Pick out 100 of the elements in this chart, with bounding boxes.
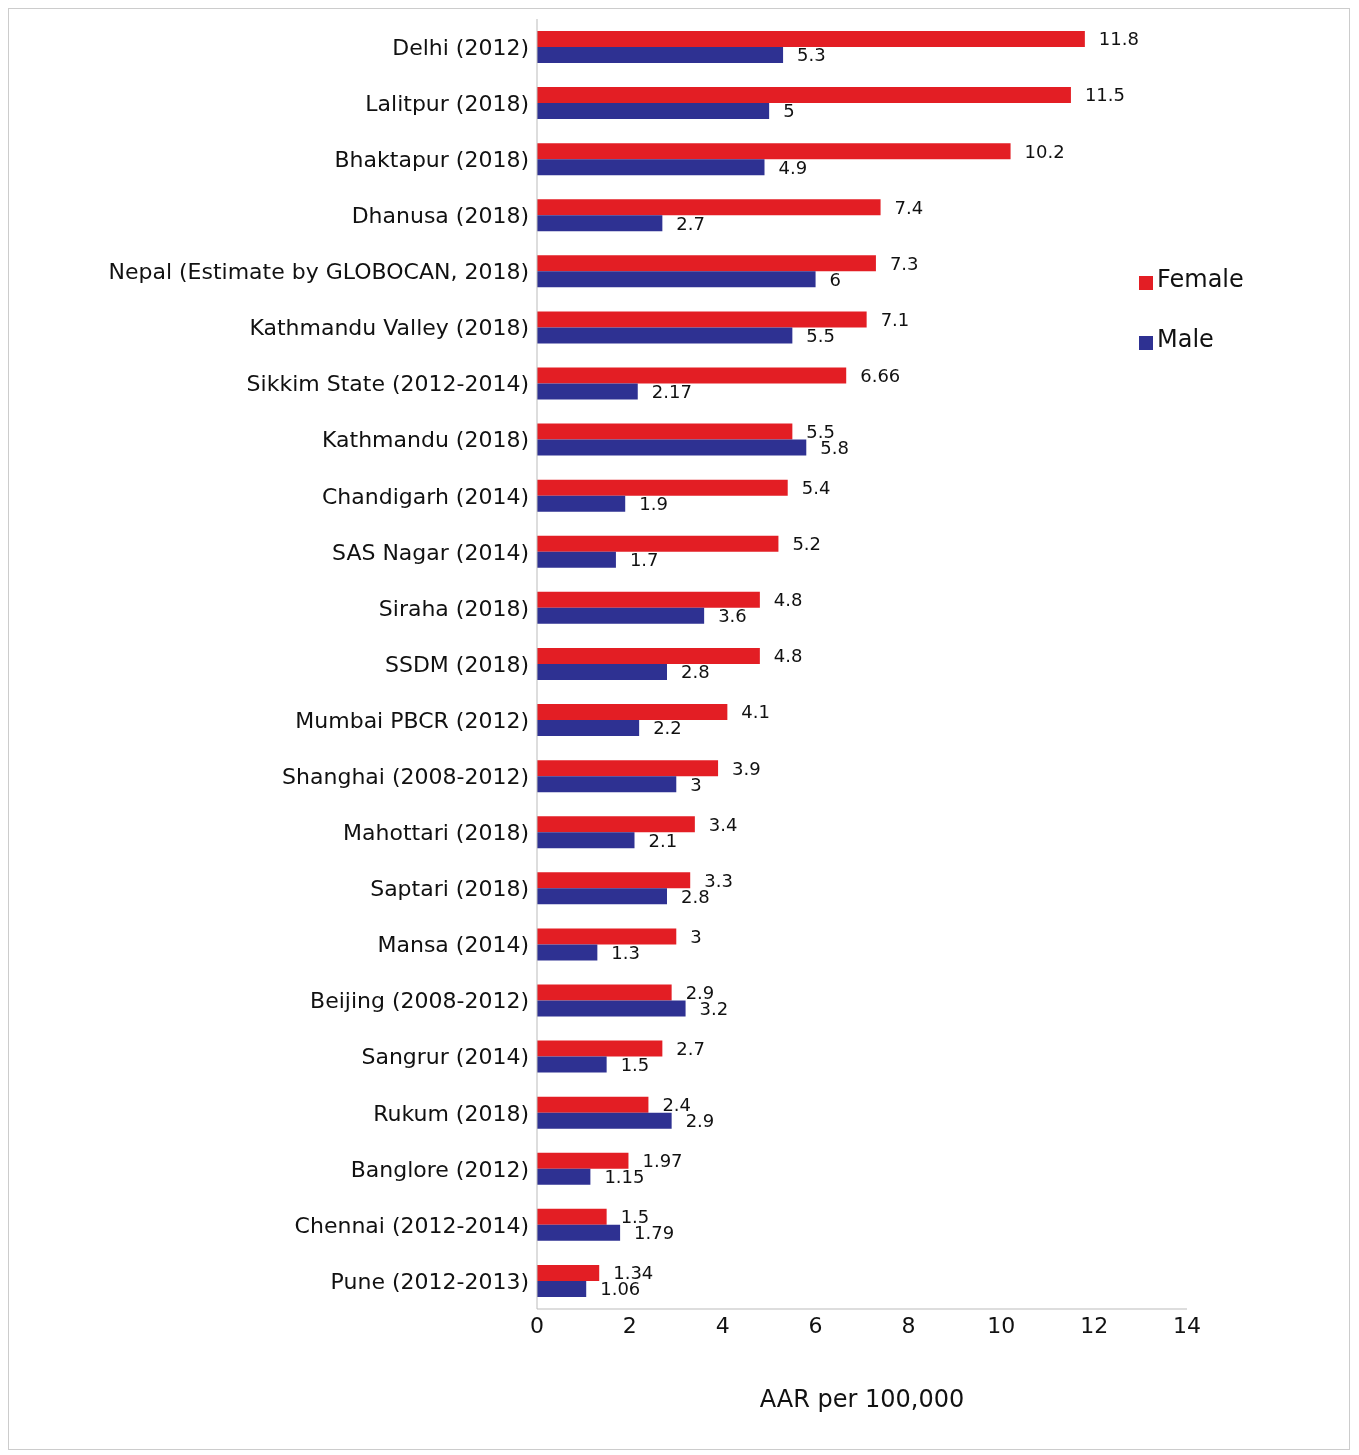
y-tick-label: Shanghai (2008-2012) <box>282 763 529 789</box>
data-label: 3.9 <box>732 757 761 779</box>
x-tick-label: 0 <box>530 1312 544 1338</box>
bar <box>537 495 626 512</box>
data-label: 2.7 <box>676 212 705 234</box>
data-label: 1.5 <box>620 1053 650 1075</box>
data-label: 6.66 <box>860 364 901 386</box>
bar <box>537 479 788 496</box>
bar <box>537 327 793 344</box>
data-label: 7.1 <box>880 308 910 330</box>
bar <box>537 760 719 777</box>
bar <box>537 535 779 552</box>
bar <box>537 832 635 849</box>
data-label: 4.9 <box>778 156 808 178</box>
y-tick-label: Dhanusa (2018) <box>351 203 529 229</box>
data-label: 3.3 <box>704 869 733 891</box>
data-label: 2.2 <box>653 717 682 739</box>
bar <box>537 1208 607 1225</box>
bar <box>537 720 640 737</box>
bar <box>537 311 867 328</box>
bar <box>537 159 765 176</box>
bar <box>537 31 1085 47</box>
x-tick-label: 8 <box>901 1312 916 1338</box>
y-tick-label: Kathmandu (2018) <box>321 427 529 453</box>
y-tick-label: Banglore (2012) <box>350 1156 529 1182</box>
x-tick-label: 6 <box>808 1312 823 1338</box>
bar <box>537 1280 587 1297</box>
data-label: 2.17 <box>651 380 692 402</box>
data-label: 3 <box>690 925 702 947</box>
data-label: 3.6 <box>718 605 747 627</box>
bar <box>537 663 667 680</box>
bar <box>537 816 695 833</box>
bar <box>537 928 677 945</box>
data-label: 2.1 <box>648 829 678 851</box>
y-tick-label: Lalitpur (2018) <box>365 90 529 116</box>
bar <box>537 1040 663 1057</box>
bar <box>537 591 760 608</box>
data-label: 1.9 <box>639 493 668 515</box>
data-label: 5 <box>783 100 795 122</box>
y-tick-label: Mumbai PBCR (2012) <box>295 707 529 733</box>
y-tick-label: Chandigarh (2014) <box>321 483 529 509</box>
bar <box>537 1264 600 1281</box>
y-tick-label: Kathmandu Valley (2018) <box>249 315 529 341</box>
bar <box>537 271 816 288</box>
data-label: 4.1 <box>741 701 770 723</box>
bar <box>537 383 638 400</box>
legend-label: Female <box>1157 265 1244 293</box>
data-label: 10.2 <box>1024 140 1065 162</box>
data-label: 6 <box>829 268 842 290</box>
data-label: 1.3 <box>611 941 640 963</box>
y-tick-label: Siraha (2018) <box>378 595 529 621</box>
data-label: 5.2 <box>792 533 822 555</box>
data-label: 2.9 <box>685 1110 715 1132</box>
x-tick-label: 2 <box>622 1312 637 1338</box>
y-tick-label: Mansa (2014) <box>377 932 529 958</box>
y-tick-label: Mahottari (2018) <box>343 820 529 846</box>
data-label: 11.8 <box>1098 28 1139 50</box>
data-label: 2.9 <box>685 981 715 1003</box>
x-axis-title: AAR per 100,000 <box>759 1385 965 1413</box>
data-label: 2.8 <box>681 661 710 683</box>
data-label: 2.7 <box>676 1037 705 1059</box>
data-label: 7.4 <box>894 196 924 218</box>
bar <box>537 647 760 664</box>
data-label: 1.97 <box>642 1150 683 1172</box>
data-label: 5.4 <box>801 477 831 499</box>
y-tick-label: SAS Nagar (2014) <box>332 539 529 565</box>
bar <box>537 143 1011 160</box>
bar <box>537 1168 591 1185</box>
bar <box>537 1000 686 1017</box>
bar <box>537 1112 672 1129</box>
bar <box>537 423 793 440</box>
x-tick-label: 12 <box>1080 1312 1109 1338</box>
y-tick-label: Chennai (2012-2014) <box>294 1212 529 1238</box>
data-label: 11.5 <box>1084 84 1126 106</box>
data-label: 1.7 <box>629 549 659 571</box>
bar <box>537 984 672 1001</box>
data-label: 1.06 <box>600 1278 641 1300</box>
x-tick-label: 4 <box>715 1312 730 1338</box>
bar <box>537 888 667 905</box>
bar <box>537 704 728 721</box>
bar <box>537 215 663 232</box>
bar <box>537 367 847 384</box>
x-tick-label: 10 <box>987 1312 1016 1338</box>
y-tick-label: Saptari (2018) <box>370 876 529 902</box>
bar <box>537 199 881 216</box>
y-tick-label: Sikkim State (2012-2014) <box>246 371 529 397</box>
y-tick-label: Sangrur (2014) <box>361 1044 529 1070</box>
bar <box>537 1224 621 1241</box>
data-label: 5.5 <box>806 324 835 346</box>
x-tick-label: 14 <box>1173 1312 1201 1338</box>
bar <box>537 47 784 63</box>
bar <box>537 87 1071 104</box>
y-tick-label: SSDM (2018) <box>385 651 529 677</box>
bar <box>537 776 677 793</box>
y-tick-label: Bhaktapur (2018) <box>334 147 529 173</box>
data-label: 1.79 <box>634 1222 675 1244</box>
bar <box>537 551 616 568</box>
data-label: 1.15 <box>604 1166 645 1188</box>
data-label: 5.3 <box>797 44 826 66</box>
bar <box>537 1056 607 1073</box>
